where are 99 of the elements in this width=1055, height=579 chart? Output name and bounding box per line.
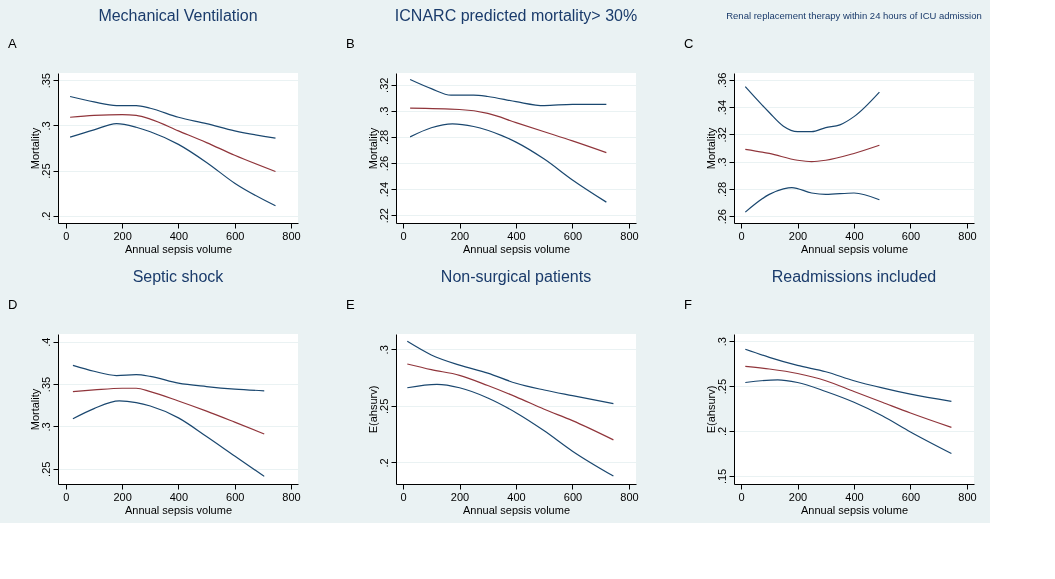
line-series bbox=[69, 123, 277, 207]
x-tick-label: 800 bbox=[282, 490, 301, 503]
line-series bbox=[744, 348, 953, 402]
y-axis-title: Mortality bbox=[366, 127, 379, 170]
y-tick-label: .2 bbox=[377, 458, 390, 468]
x-tick-label: 0 bbox=[400, 490, 407, 503]
x-tick-label: 800 bbox=[282, 229, 301, 242]
x-axis-title: Annual sepsis volume bbox=[462, 242, 571, 255]
chart-title: Non-surgical patients bbox=[440, 268, 592, 285]
y-axis-title: E(ahsurv) bbox=[704, 385, 717, 434]
line-series bbox=[72, 364, 265, 392]
x-tick-label: 800 bbox=[620, 490, 639, 503]
x-tick-label: 600 bbox=[901, 490, 921, 503]
x-axis-title: Annual sepsis volume bbox=[800, 242, 909, 255]
text: C bbox=[684, 36, 694, 51]
y-tick-label: .25 bbox=[715, 378, 728, 395]
chart-title: Mechanical Ventilation bbox=[98, 7, 258, 24]
line-series bbox=[406, 363, 615, 441]
line-series bbox=[406, 340, 615, 405]
y-tick-label: .25 bbox=[39, 461, 52, 477]
line-series bbox=[72, 400, 265, 477]
x-tick-label: 800 bbox=[958, 490, 977, 503]
x-tick-label: 600 bbox=[901, 229, 921, 242]
y-tick-label: .22 bbox=[377, 208, 390, 224]
y-axis-title: Mortality bbox=[28, 127, 41, 170]
chart-title: ICNARC predicted mortality> 30% bbox=[394, 7, 638, 24]
y-tick-label: .32 bbox=[377, 77, 390, 93]
x-axis-title: Annual sepsis volume bbox=[462, 503, 571, 516]
y-tick-label: .15 bbox=[715, 468, 728, 485]
y-tick-label: .2 bbox=[715, 426, 728, 437]
y-tick-label: .3 bbox=[715, 157, 728, 167]
x-tick-label: 400 bbox=[507, 490, 526, 503]
y-tick-label: .36 bbox=[715, 72, 728, 88]
y-tick-label: .28 bbox=[377, 129, 390, 146]
x-tick-label: 600 bbox=[226, 490, 245, 503]
y-tick-label: .3 bbox=[39, 121, 52, 131]
y-tick-label: .26 bbox=[715, 209, 728, 225]
line-series bbox=[744, 144, 881, 163]
x-tick-label: 400 bbox=[169, 229, 189, 242]
y-tick-label: .3 bbox=[39, 422, 52, 432]
x-tick-label: 400 bbox=[845, 229, 864, 242]
line-series bbox=[744, 186, 881, 213]
x-axis-title: Annual sepsis volume bbox=[800, 503, 909, 516]
x-tick-label: 0 bbox=[63, 229, 70, 242]
chart-title: Readmissions included bbox=[771, 268, 937, 285]
y-tick-label: .2 bbox=[39, 211, 52, 221]
line-series bbox=[744, 379, 953, 455]
x-tick-label: 200 bbox=[113, 229, 132, 242]
text: F bbox=[684, 297, 692, 312]
line-series bbox=[69, 113, 277, 173]
x-tick-label: 200 bbox=[450, 490, 470, 503]
x-tick-label: 400 bbox=[169, 490, 189, 503]
x-tick-label: 600 bbox=[226, 229, 245, 242]
x-tick-label: 0 bbox=[738, 490, 745, 503]
y-tick-label: .35 bbox=[39, 376, 52, 393]
x-tick-label: 0 bbox=[738, 229, 745, 242]
y-tick-label: .24 bbox=[377, 181, 390, 198]
line-series bbox=[409, 123, 607, 203]
y-tick-label: .3 bbox=[377, 106, 390, 116]
x-tick-label: 0 bbox=[400, 229, 407, 242]
x-tick-label: 800 bbox=[620, 229, 639, 242]
x-tick-label: 200 bbox=[788, 490, 808, 503]
chart-title: Septic shock bbox=[132, 268, 225, 285]
x-tick-label: 0 bbox=[63, 490, 70, 503]
x-tick-label: 200 bbox=[788, 229, 808, 242]
line-series bbox=[406, 383, 615, 477]
y-axis-title: Mortality bbox=[28, 388, 41, 431]
y-tick-label: .3 bbox=[715, 337, 728, 347]
x-tick-label: 600 bbox=[563, 490, 583, 503]
line-series bbox=[69, 95, 277, 139]
y-tick-label: .28 bbox=[715, 181, 728, 198]
text: D bbox=[8, 297, 18, 312]
text: B bbox=[346, 36, 355, 51]
line-series bbox=[72, 387, 265, 435]
x-axis-title: Annual sepsis volume bbox=[124, 242, 233, 255]
x-tick-label: 400 bbox=[845, 490, 864, 503]
x-tick-label: 200 bbox=[450, 229, 470, 242]
y-tick-label: .32 bbox=[715, 127, 728, 143]
y-axis-title: E(ahsurv) bbox=[366, 385, 379, 434]
line-series bbox=[409, 107, 607, 154]
y-tick-label: .3 bbox=[377, 345, 390, 355]
line-series bbox=[744, 365, 953, 429]
x-tick-label: 200 bbox=[113, 490, 132, 503]
chart-title: Renal replacement therapy within 24 hours of ICU admission bbox=[726, 9, 982, 21]
text: E bbox=[346, 297, 355, 312]
y-tick-label: .4 bbox=[39, 337, 52, 347]
y-tick-label: .26 bbox=[377, 155, 390, 172]
line-series bbox=[744, 86, 881, 133]
y-axis-title: Mortality bbox=[704, 127, 717, 170]
line-series bbox=[409, 78, 607, 107]
x-tick-label: 800 bbox=[958, 229, 977, 242]
y-tick-label: .25 bbox=[377, 398, 390, 415]
x-axis-title: Annual sepsis volume bbox=[124, 503, 233, 516]
y-tick-label: .34 bbox=[715, 99, 728, 116]
y-tick-label: .35 bbox=[39, 73, 52, 89]
text: A bbox=[8, 36, 17, 51]
x-tick-label: 600 bbox=[563, 229, 583, 242]
x-tick-label: 400 bbox=[507, 229, 526, 242]
y-tick-label: .25 bbox=[39, 163, 52, 179]
